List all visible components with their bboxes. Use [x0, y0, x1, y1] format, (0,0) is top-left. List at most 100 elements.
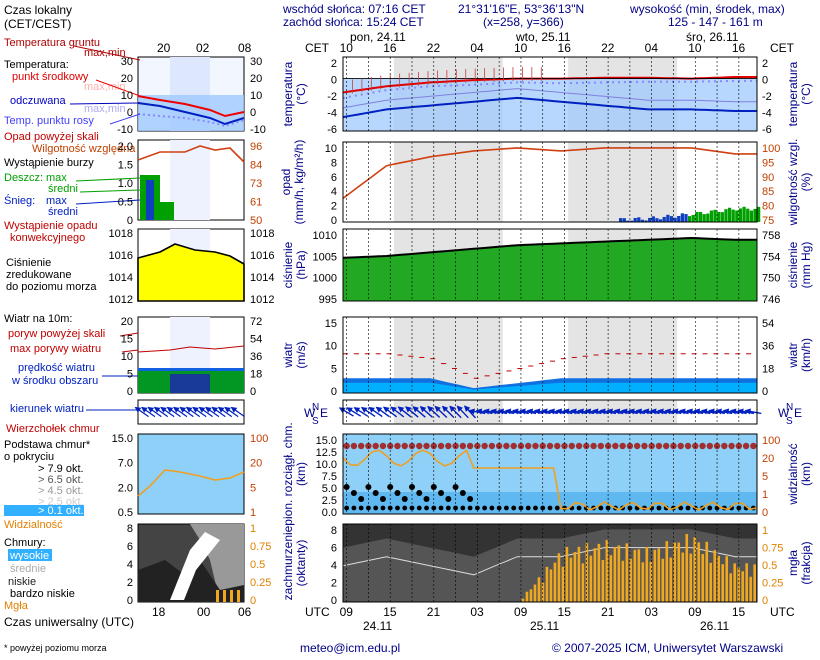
axis-tick-left: 10 — [325, 143, 337, 155]
legend-gust-line — [137, 345, 245, 353]
fog-bar — [533, 584, 537, 602]
axis-tick-left: 0 — [331, 75, 337, 87]
legend-hour: 08 — [238, 41, 252, 55]
wind-arrow — [483, 408, 500, 415]
wind-arrow-head — [160, 406, 167, 413]
wind-arrow-head — [606, 408, 613, 415]
axis-tick-right: 36 — [762, 341, 774, 353]
side-title-unit: (mm/h, kg/m²/h) — [292, 140, 306, 225]
wind-arrow-head — [708, 408, 715, 415]
axis-tick-right: 0.75 — [762, 543, 783, 555]
wind-arrow-head — [338, 407, 346, 414]
top-hour: 16 — [558, 41, 572, 55]
cloud-base-dot — [656, 505, 662, 511]
cloud-top-dot — [597, 442, 605, 450]
side-title: zachmurzenie — [281, 525, 295, 600]
fog-bar — [701, 554, 705, 602]
legend-wind-arrow — [198, 406, 213, 418]
fog-bar — [749, 576, 752, 602]
bottom-hour: 03 — [470, 605, 484, 619]
cloud-top-dot — [590, 442, 597, 450]
panel-border — [342, 433, 758, 515]
precip-bar — [757, 206, 761, 222]
legend-clouds: Chmury: — [4, 537, 46, 549]
bottom-hour: 03 — [645, 605, 659, 619]
legend-wind-arrow — [224, 406, 239, 418]
fog-bar — [717, 555, 721, 602]
cloud-base-dot — [380, 505, 386, 511]
bottom-hour: 15 — [732, 605, 746, 619]
email-link[interactable]: meteo@icm.edu.pl — [300, 641, 400, 655]
wind-arrow-head — [382, 406, 390, 413]
cloud-base-dot — [554, 505, 560, 511]
legend-gust-above: poryw powyżej skali — [8, 328, 105, 340]
legend-wind-arrow — [192, 406, 207, 418]
cloud-top-dot — [677, 442, 684, 450]
legend-axis-tick: 0 — [250, 595, 256, 607]
cloud-base-dot — [504, 505, 509, 511]
axis-tick-right: 100 — [762, 143, 780, 155]
legend-press3: do poziomu morza — [6, 281, 97, 293]
legend-mid: punkt środkowy — [12, 71, 89, 83]
legend-axis-tick: 2.0 — [118, 141, 133, 153]
panel-rain — [342, 141, 761, 223]
cloud-top-dot — [706, 442, 713, 450]
compass-n: N — [786, 402, 793, 413]
legend-axis-tick: 15 — [121, 334, 133, 346]
legend-middle: średnie — [10, 563, 46, 575]
footnote: * powyżej poziomu morza — [4, 643, 107, 653]
axis-tick-right: 0.5 — [762, 560, 777, 572]
compass-e: E — [794, 406, 802, 420]
day-date: 25.11 — [530, 619, 559, 633]
legend-frac-white — [170, 532, 220, 600]
cloud-base-dot — [416, 505, 422, 511]
cloud-base-dot — [445, 505, 451, 511]
legend-wind-area3 — [170, 374, 210, 393]
fog-bar — [565, 546, 569, 602]
legend-wind-arrow — [185, 406, 201, 418]
wind-arrow-head — [744, 408, 751, 415]
legend-fog-bar — [223, 590, 226, 602]
side-title: pion. rozciągł. chm. — [281, 422, 295, 525]
panel-border — [342, 56, 758, 132]
wind-arrow-head — [449, 405, 456, 412]
legend-dew-line — [137, 113, 245, 128]
cloud-top-dot — [554, 442, 561, 450]
cloud-base-dot — [678, 505, 684, 511]
panel-temp — [342, 56, 758, 132]
side-title-unit: (°C) — [294, 83, 308, 104]
cloud-base-dot — [489, 505, 495, 511]
legend-axis-tick: 20 — [121, 316, 133, 328]
top-hour: 10 — [514, 41, 528, 55]
fog-bar — [725, 556, 729, 602]
panel-cloud — [342, 433, 758, 515]
wind-arrow — [570, 408, 588, 415]
wind-arrow — [679, 408, 697, 415]
precip-bar — [684, 214, 688, 222]
wind-arrow — [475, 408, 493, 415]
fog-bar — [553, 562, 557, 602]
fog-bar — [641, 562, 645, 602]
fog-bar — [545, 566, 549, 602]
wind-arrow-head — [570, 408, 577, 415]
axis-tick-right: 18 — [762, 363, 774, 375]
cloud-top-dot — [568, 442, 575, 450]
legend-pointer — [95, 79, 141, 97]
panel-border — [342, 228, 758, 302]
axis-tick-left: 15 — [325, 318, 337, 330]
wind-arrow-head — [166, 406, 174, 413]
axis-tick-left: 12.5 — [316, 447, 337, 459]
precip-bar — [644, 220, 648, 222]
legend-okt1: > 7.9 okt. — [38, 463, 84, 475]
fog-bar — [597, 543, 601, 602]
axis-tick-left: 0.0 — [322, 507, 337, 519]
precip-bar — [735, 210, 739, 222]
wind-arrow — [441, 405, 455, 419]
wind-arrow-head — [153, 406, 161, 413]
fog-bar — [585, 543, 589, 602]
axis-tick-right: 0 — [762, 507, 768, 519]
legend-fog: Mgła — [4, 600, 29, 612]
wind-arrow — [613, 408, 631, 415]
legend-axis-tick: 73 — [250, 178, 262, 190]
precip-bar — [622, 218, 626, 222]
